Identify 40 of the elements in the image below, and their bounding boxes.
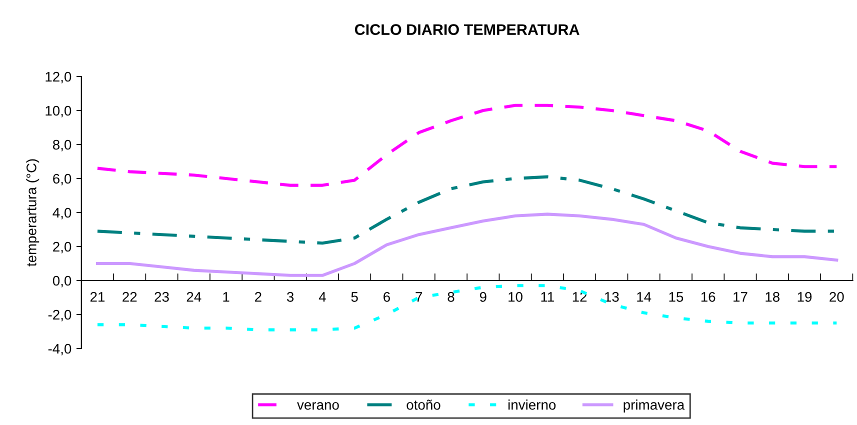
x-tick-label: 2 [255,292,262,302]
y-tick-label: 8,0 [52,140,72,152]
legend-label: verano [297,402,339,410]
x-tick-label: 11 [541,292,554,302]
y-tick-label: 10,0 [46,106,72,118]
x-tick-label: 6 [384,292,390,302]
x-tick-label: 14 [637,292,652,302]
x-tick-label: 24 [186,292,202,302]
y-axis-title: temperartura (°C) [26,159,40,266]
x-tick-label: 7 [416,292,422,302]
legend-label: otoño [406,400,440,410]
x-tick-label: 16 [701,292,716,302]
x-tick-label: 21 [90,292,105,302]
y-tick-label: 6,0 [53,174,72,186]
x-tick-label: 23 [154,292,169,302]
legend-label: primavera [624,400,685,412]
x-tick-label: 17 [734,292,748,302]
legend-label: invierno [508,400,556,410]
x-tick-label: 4 [318,292,326,302]
y-tick-label: 2,0 [53,242,72,254]
x-tick-label: 20 [830,292,844,302]
x-tick-label: 8 [448,292,454,302]
x-tick-label: 19 [798,292,812,302]
y-tick-label: 4,0 [52,208,72,220]
x-tick-label: 22 [122,292,137,302]
x-tick-label: 9 [480,292,486,302]
x-tick-label: 18 [766,292,780,302]
y-tick-label: 0,0 [52,276,72,288]
line-series [96,104,838,187]
x-tick-label: 13 [605,292,619,302]
x-tick-label: 10 [508,292,522,302]
x-tick-label: 5 [351,292,358,302]
y-tick-label: -4,0 [48,344,72,356]
chart-title: CICLO DIARIO TEMPERATURA [354,24,580,35]
x-tick-label: 1 [223,292,230,302]
x-tick-label: 15 [669,292,684,302]
y-tick-label: -2,0 [48,310,72,322]
line-series [96,212,838,277]
y-tick-label: 12,0 [46,72,72,84]
x-tick-label: 3 [286,292,294,302]
